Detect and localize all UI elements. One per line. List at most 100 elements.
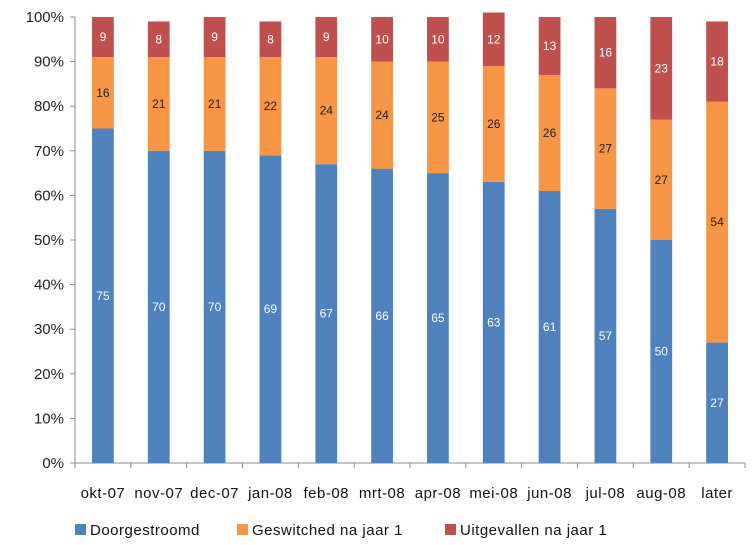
x-tick-label: apr-08 bbox=[415, 485, 461, 502]
x-tick-label: nov-07 bbox=[134, 485, 183, 502]
bar-segment bbox=[203, 17, 226, 58]
data-label: 21 bbox=[152, 97, 166, 111]
bar-segment bbox=[706, 101, 728, 343]
data-label: 50 bbox=[655, 345, 669, 359]
y-tick-label: 20% bbox=[34, 366, 64, 383]
bar-segment bbox=[259, 21, 282, 58]
x-tick-label: later bbox=[701, 485, 733, 502]
data-label: 26 bbox=[543, 126, 557, 140]
legend-swatch bbox=[445, 524, 456, 535]
bar-segment bbox=[594, 17, 617, 89]
data-label: 16 bbox=[599, 46, 613, 60]
bar-segment bbox=[147, 21, 170, 58]
y-tick-label: 0% bbox=[42, 455, 64, 472]
data-label: 24 bbox=[320, 104, 334, 118]
bar-segment bbox=[482, 182, 505, 463]
bar-segment bbox=[371, 61, 393, 169]
data-label: 67 bbox=[320, 307, 334, 321]
x-tick-label: mrt-08 bbox=[359, 485, 405, 502]
y-tick-label: 60% bbox=[34, 187, 64, 204]
data-label: 54 bbox=[710, 215, 724, 229]
bar-segment bbox=[315, 164, 338, 463]
data-label: 27 bbox=[599, 142, 613, 156]
y-tick-label: 50% bbox=[34, 232, 64, 249]
bar-segment bbox=[427, 61, 449, 174]
data-label: 61 bbox=[543, 320, 557, 334]
x-tick-label: okt-07 bbox=[81, 485, 126, 502]
data-label: 23 bbox=[655, 61, 669, 75]
data-label: 16 bbox=[96, 86, 110, 100]
x-tick-label: dec-07 bbox=[190, 485, 239, 502]
bar-segment bbox=[203, 57, 226, 151]
data-label: 63 bbox=[487, 316, 501, 330]
data-label: 57 bbox=[599, 329, 613, 343]
bar-segment bbox=[147, 57, 170, 151]
data-label: 8 bbox=[267, 32, 274, 46]
bar-segment bbox=[371, 168, 393, 463]
data-label: 66 bbox=[375, 309, 389, 323]
data-label: 9 bbox=[323, 30, 330, 44]
bar-segment bbox=[538, 17, 561, 75]
data-label: 26 bbox=[487, 117, 501, 131]
x-tick-label: jan-08 bbox=[247, 485, 293, 502]
bar-segment bbox=[315, 57, 338, 165]
data-label: 10 bbox=[375, 32, 389, 46]
bar-segment bbox=[706, 342, 728, 463]
data-label: 10 bbox=[431, 32, 445, 46]
bar-segment bbox=[92, 128, 114, 463]
bar-segment bbox=[650, 240, 673, 463]
y-tick-label: 90% bbox=[34, 54, 64, 71]
bar-segment bbox=[594, 88, 617, 209]
bar-segment bbox=[594, 208, 617, 463]
x-axis: okt-07 nov-07 dec-07 jan-08 feb-08 mrt-08 apr-… bbox=[74, 462, 746, 502]
data-label: 22 bbox=[264, 99, 278, 113]
data-label: 9 bbox=[211, 30, 218, 44]
bar-segment bbox=[147, 150, 170, 464]
bar-segment bbox=[259, 155, 282, 463]
legend-swatch bbox=[75, 524, 86, 535]
data-label: 27 bbox=[710, 396, 724, 410]
bar-segment bbox=[650, 17, 673, 120]
data-label: 8 bbox=[155, 32, 162, 46]
y-tick-label: 80% bbox=[34, 98, 64, 115]
y-axis: 0% 10% 20% 30% 40% 50% 60% 70% 80% 90% 100% bbox=[26, 9, 76, 472]
bar-segment bbox=[259, 57, 282, 156]
bar-segment bbox=[650, 119, 673, 240]
y-tick-label: 30% bbox=[34, 321, 64, 338]
data-label: 18 bbox=[710, 55, 724, 69]
bar-segment bbox=[706, 21, 728, 102]
data-label: 65 bbox=[431, 311, 445, 325]
data-label: 24 bbox=[375, 108, 389, 122]
bar-segment bbox=[315, 17, 338, 58]
bar-segment bbox=[538, 190, 561, 463]
x-tick-label: feb-08 bbox=[303, 485, 349, 502]
data-label: 13 bbox=[543, 39, 557, 53]
x-tick-label: jun-08 bbox=[526, 485, 572, 502]
bar-segment bbox=[92, 57, 114, 129]
y-tick-label: 70% bbox=[34, 143, 64, 160]
data-label: 12 bbox=[487, 32, 501, 46]
data-label: 25 bbox=[431, 110, 445, 124]
y-tick-label: 10% bbox=[34, 410, 64, 427]
legend-swatch bbox=[237, 524, 248, 535]
data-label: 69 bbox=[264, 302, 278, 316]
bar-segment bbox=[482, 12, 505, 67]
bar-segment bbox=[482, 66, 505, 183]
data-label: 70 bbox=[208, 300, 222, 314]
data-label: 9 bbox=[100, 30, 107, 44]
data-label: 21 bbox=[208, 97, 222, 111]
data-label: 27 bbox=[655, 173, 669, 187]
legend-label: Geswitched na jaar 1 bbox=[252, 522, 403, 539]
legend: Doorgestroomd Geswitched na jaar 1 Uitgeva… bbox=[75, 522, 607, 539]
x-tick-label: jul-08 bbox=[585, 485, 626, 502]
y-tick-label: 100% bbox=[26, 9, 64, 26]
legend-label: Doorgestroomd bbox=[90, 522, 200, 539]
data-label: 75 bbox=[96, 289, 110, 303]
bar-segment bbox=[203, 150, 226, 464]
data-label: 70 bbox=[152, 300, 166, 314]
x-tick-label: aug-08 bbox=[636, 485, 686, 502]
bar-segment bbox=[427, 17, 449, 62]
bar-segment bbox=[427, 173, 449, 463]
bar-segment bbox=[538, 74, 561, 191]
